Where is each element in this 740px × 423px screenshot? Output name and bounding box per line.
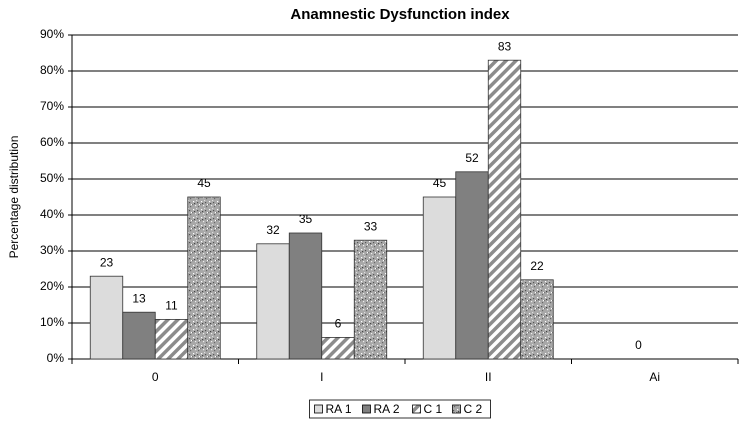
- bar: [422, 196, 457, 360]
- y-tick-label: 50%: [40, 171, 64, 185]
- y-tick-label: 90%: [40, 27, 64, 41]
- data-label: 23: [100, 255, 114, 269]
- bar: [487, 59, 522, 360]
- data-label: 33: [364, 219, 378, 233]
- bar: [89, 275, 124, 360]
- data-label: 52: [465, 151, 479, 165]
- bar: [256, 243, 290, 360]
- legend-label: RA 2: [374, 402, 400, 416]
- legend-swatch: [362, 404, 371, 414]
- y-tick-label: 0%: [47, 351, 65, 365]
- data-label: 45: [433, 176, 447, 190]
- bar: [321, 336, 355, 360]
- legend-swatch: [412, 404, 421, 414]
- bar: [288, 232, 323, 360]
- bar: [154, 318, 189, 360]
- data-label: 11: [165, 299, 178, 313]
- y-tick-label: 30%: [40, 243, 64, 257]
- bar: [122, 311, 156, 360]
- x-tick-label: 0: [152, 370, 159, 384]
- legend-label: C 2: [464, 402, 483, 416]
- bar: [187, 196, 221, 360]
- data-label: 45: [197, 176, 211, 190]
- x-tick-label: I: [320, 370, 323, 384]
- bar: [353, 239, 388, 360]
- y-tick-label: 70%: [40, 99, 64, 113]
- chart-title: Anamnestic Dysfunction index: [290, 6, 510, 23]
- y-tick-label: 20%: [40, 279, 64, 293]
- data-label: 6: [335, 317, 342, 331]
- bar: [520, 279, 554, 360]
- y-tick-label: 40%: [40, 207, 64, 221]
- data-label: 35: [299, 212, 313, 226]
- x-tick-label: Ai: [649, 370, 660, 384]
- y-axis-label: Percentage distribution: [7, 136, 21, 259]
- data-label: 13: [132, 291, 146, 305]
- legend-box: [309, 399, 491, 419]
- legend-label: C 1: [424, 402, 443, 416]
- data-label: 0: [635, 338, 642, 352]
- y-tick-label: 80%: [40, 63, 64, 77]
- bar: [455, 171, 489, 360]
- legend-label: RA 1: [326, 402, 352, 416]
- data-label: 22: [530, 259, 544, 273]
- x-tick-label: II: [485, 370, 492, 384]
- data-label: 83: [498, 39, 512, 53]
- y-tick-label: 60%: [40, 135, 64, 149]
- legend-swatch: [314, 404, 323, 414]
- y-tick-label: 10%: [40, 315, 64, 329]
- legend-swatch: [452, 404, 461, 414]
- data-label: 32: [266, 223, 280, 237]
